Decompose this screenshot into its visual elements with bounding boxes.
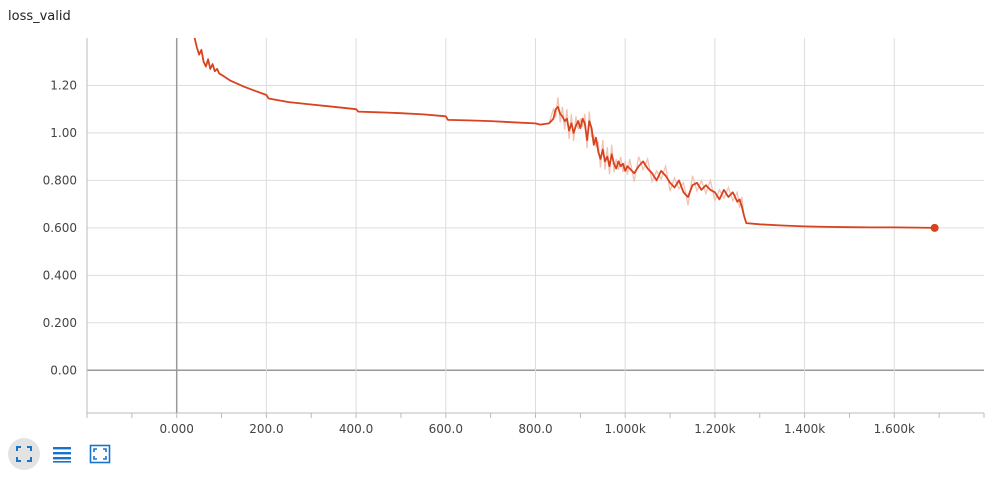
- line-chart: 0.00 0.200 0.400 0.600 0.800 1.00 1.20 0.000 200…: [43, 37, 985, 436]
- chart-toolbar: [8, 438, 116, 470]
- series-end-point: [930, 223, 939, 232]
- y-tick-label: 0.400: [43, 268, 77, 282]
- fit-to-data-button[interactable]: [84, 438, 116, 470]
- x-tick-label: 1.600k: [874, 422, 915, 436]
- y-tick-label: 1.20: [50, 78, 77, 92]
- series-group: [193, 37, 939, 232]
- x-tick-label: 600.0: [429, 422, 463, 436]
- tick-labels: 0.00 0.200 0.400 0.600 0.800 1.00 1.20 0.000 200…: [43, 78, 915, 436]
- x-tick-label: 1.400k: [784, 422, 825, 436]
- x-tick-label: 200.0: [249, 422, 283, 436]
- y-tick-label: 0.800: [43, 173, 77, 187]
- y-tick-label: 1.00: [50, 126, 77, 140]
- y-tick-label: 0.600: [43, 221, 77, 235]
- chart-title: loss_valid: [8, 9, 71, 24]
- x-tick-label: 0.000: [160, 422, 194, 436]
- fit-domain-button[interactable]: [8, 438, 40, 470]
- fit-to-data-icon: [89, 444, 111, 464]
- series-line: [193, 37, 935, 229]
- list-icon: [53, 447, 71, 463]
- axes: [86, 38, 985, 418]
- fullscreen-icon: [16, 446, 32, 462]
- x-tick-label: 400.0: [339, 422, 373, 436]
- toggle-log-scale-button[interactable]: [46, 438, 78, 470]
- y-tick-label: 0.00: [50, 363, 77, 377]
- x-tick-label: 1.000k: [605, 422, 646, 436]
- grid-lines: [87, 38, 984, 413]
- x-tick-label: 1.200k: [694, 422, 735, 436]
- x-tick-label: 800.0: [518, 422, 552, 436]
- y-tick-label: 0.200: [43, 316, 77, 330]
